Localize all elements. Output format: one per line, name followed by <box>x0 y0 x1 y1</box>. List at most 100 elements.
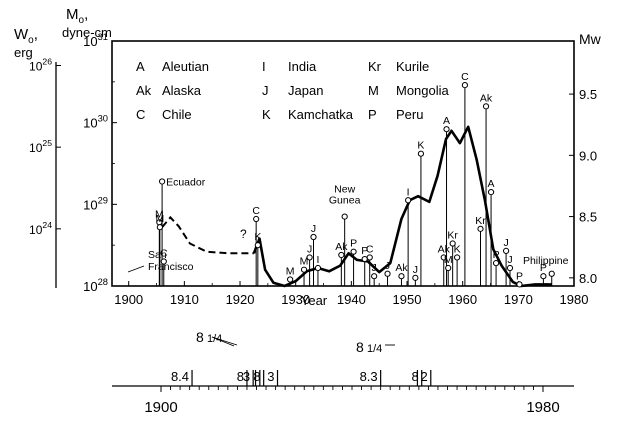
event-point <box>482 103 490 110</box>
event-label: I <box>316 254 319 266</box>
event-24: M <box>444 254 453 286</box>
event-label: P <box>540 262 547 274</box>
event-point <box>540 273 547 280</box>
x-tick-label-1970: 1970 <box>504 292 533 307</box>
event-6: M <box>286 265 295 286</box>
m0-tick-label-29-exp: 29 <box>98 195 108 205</box>
w0-tick-label-25-base: 10 <box>29 141 43 155</box>
event-label: C <box>252 205 260 217</box>
legend-name: Kurile <box>396 59 429 74</box>
event-14: P <box>361 245 368 286</box>
event-label: K <box>454 243 461 255</box>
w0-tick-label-25-exp: 25 <box>42 138 52 148</box>
svg-text:Mo,: Mo, <box>66 6 88 26</box>
m0-label-main: M <box>66 6 79 23</box>
annotations: San Francisco ? <box>127 227 247 273</box>
event-17: J <box>384 260 391 286</box>
w0-tick-label-26-base: 10 <box>29 60 43 74</box>
event-label: Gunea <box>329 195 361 207</box>
dashed-curve-question: ? <box>240 227 247 241</box>
event-point <box>449 240 456 247</box>
m0-tick-label-29: 1029 <box>83 195 108 212</box>
event-point <box>371 273 378 280</box>
legend-name: India <box>288 59 317 74</box>
event-label: Ecuador <box>166 176 206 188</box>
callout-right-fraction: 1/4 <box>367 343 382 355</box>
event-point <box>350 248 357 255</box>
event-32: J <box>502 237 510 286</box>
legend-item-aleutian: A Aleutian <box>136 59 209 74</box>
lower-event-label-5: 8 <box>253 369 260 384</box>
event-33: J <box>506 254 514 286</box>
axis-ticks: 1900 1910 1920 1930 1940 1950 1960 1970 19801031… <box>29 32 597 307</box>
event-point <box>306 254 313 261</box>
legend-item-kamchatka: K Kamchatka <box>262 107 354 122</box>
event-label: P <box>516 270 523 282</box>
event-label: J <box>311 223 316 235</box>
event-11: Ak <box>335 241 348 286</box>
event-21: K <box>417 140 424 286</box>
event-point <box>366 254 373 261</box>
event-34: P <box>516 270 523 288</box>
lower-axis-start-label: 1900 <box>144 399 177 416</box>
m0-axis-title: Mo, dyne-cm <box>62 6 112 40</box>
event-35: P <box>540 262 547 286</box>
event-point <box>158 178 166 185</box>
legend-name: Mongolia <box>396 83 450 98</box>
legend-item-kurile: Kr Kurile <box>368 59 429 74</box>
event-point <box>443 126 450 133</box>
series-curves <box>161 125 552 288</box>
event-label: M <box>155 208 164 220</box>
mw-tick-label-8.5: 8.5 <box>579 210 597 225</box>
event-20: J <box>412 264 419 286</box>
san-francisco-pointer <box>127 265 145 273</box>
event-point <box>338 251 345 259</box>
event-point <box>361 255 368 263</box>
event-label: Ak <box>335 241 348 253</box>
event-18: Ak <box>395 262 408 286</box>
w0-tick-label-24: 1024 <box>29 220 52 237</box>
legend-code: Ak <box>136 83 152 98</box>
san-label: San <box>148 249 167 261</box>
event-point <box>516 281 523 288</box>
callout-right-whole: 8 <box>356 339 364 355</box>
event-label: J <box>413 264 418 276</box>
legend-item-japan: J Japan <box>262 83 323 98</box>
event-point <box>487 188 495 196</box>
w0-tick-label-25: 1025 <box>29 138 52 155</box>
x-tick-label-1900: 1900 <box>114 292 143 307</box>
lower-event-label-1: 8 <box>237 369 244 384</box>
w0-tick-label-24-exp: 24 <box>42 220 52 230</box>
m0-tick-label-29-base: 10 <box>83 197 97 212</box>
m0-tick-label-31: 1031 <box>83 32 108 49</box>
mw-tick-label-8.0: 8.0 <box>579 271 597 286</box>
event-label: C <box>366 243 374 255</box>
legend-name: Kamchatka <box>288 107 354 122</box>
event-30: A <box>488 178 495 286</box>
event-label: M <box>444 254 453 266</box>
event-0: Ecuador <box>158 176 206 286</box>
event-label: A <box>488 178 495 190</box>
w0-axis-title: Wo, erg <box>14 26 38 60</box>
event-label: M <box>155 213 164 225</box>
event-label: M <box>286 265 295 277</box>
event-label: K <box>417 140 424 152</box>
event-point <box>287 276 294 283</box>
event-point <box>310 233 317 241</box>
event-28: Kr <box>475 215 486 286</box>
legend-name: Japan <box>288 83 323 98</box>
event-point <box>417 150 425 157</box>
legend-name: Aleutian <box>162 59 209 74</box>
m0-label-comma: , <box>84 6 88 23</box>
event-label: J <box>307 243 312 255</box>
legend-item-india: I India <box>262 59 317 74</box>
m0-label-unit: dyne-cm <box>62 25 112 40</box>
legend-code: C <box>136 107 145 122</box>
solid-moment-curve <box>252 125 552 288</box>
m0-tick-label-31-base: 10 <box>83 34 97 49</box>
x-tick-label-1910: 1910 <box>170 292 199 307</box>
event-label: Philippine <box>523 255 569 267</box>
legend-item-alaska: Ak Alaska <box>136 83 202 98</box>
